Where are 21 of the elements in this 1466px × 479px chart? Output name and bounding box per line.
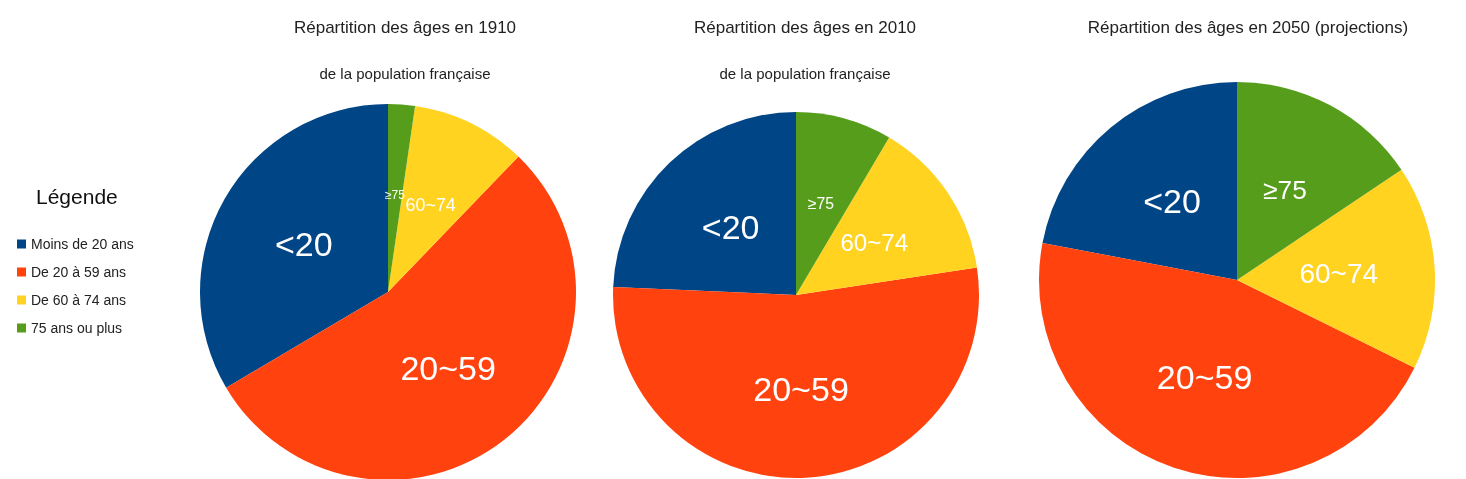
slice-label: 20~59 bbox=[1156, 357, 1253, 396]
legend-title: Légende bbox=[36, 185, 118, 208]
legend-label: Moins de 20 ans bbox=[31, 236, 134, 252]
slice-label: ≥75 bbox=[1263, 175, 1307, 206]
text: 20~59 bbox=[400, 349, 496, 388]
chart-subtitle: de la population française bbox=[319, 65, 491, 82]
chart-title: Répartition des âges en 2010 bbox=[693, 18, 917, 37]
legend-label: De 20 à 59 ans bbox=[31, 264, 126, 280]
chart-title: Répartition des âges en 2050 (projections) bbox=[1087, 18, 1409, 37]
slice-label: 60~74 bbox=[840, 228, 909, 256]
chart-subtitle: de la population française bbox=[719, 65, 891, 82]
slice-label: 60~74 bbox=[1299, 257, 1379, 289]
legend-label: De 60 à 74 ans bbox=[31, 292, 126, 308]
slice-label: 20~59 bbox=[753, 370, 849, 409]
slice-label: ≥75 bbox=[807, 195, 835, 213]
text: <20 bbox=[274, 224, 333, 263]
chart-title: Répartition des âges en 1910 bbox=[293, 18, 517, 37]
legend-label: 75 ans ou plus bbox=[31, 320, 123, 336]
text: 60~74 bbox=[405, 194, 456, 215]
slice-label: <20 bbox=[701, 207, 760, 246]
slice-label: <20 bbox=[1143, 182, 1201, 221]
